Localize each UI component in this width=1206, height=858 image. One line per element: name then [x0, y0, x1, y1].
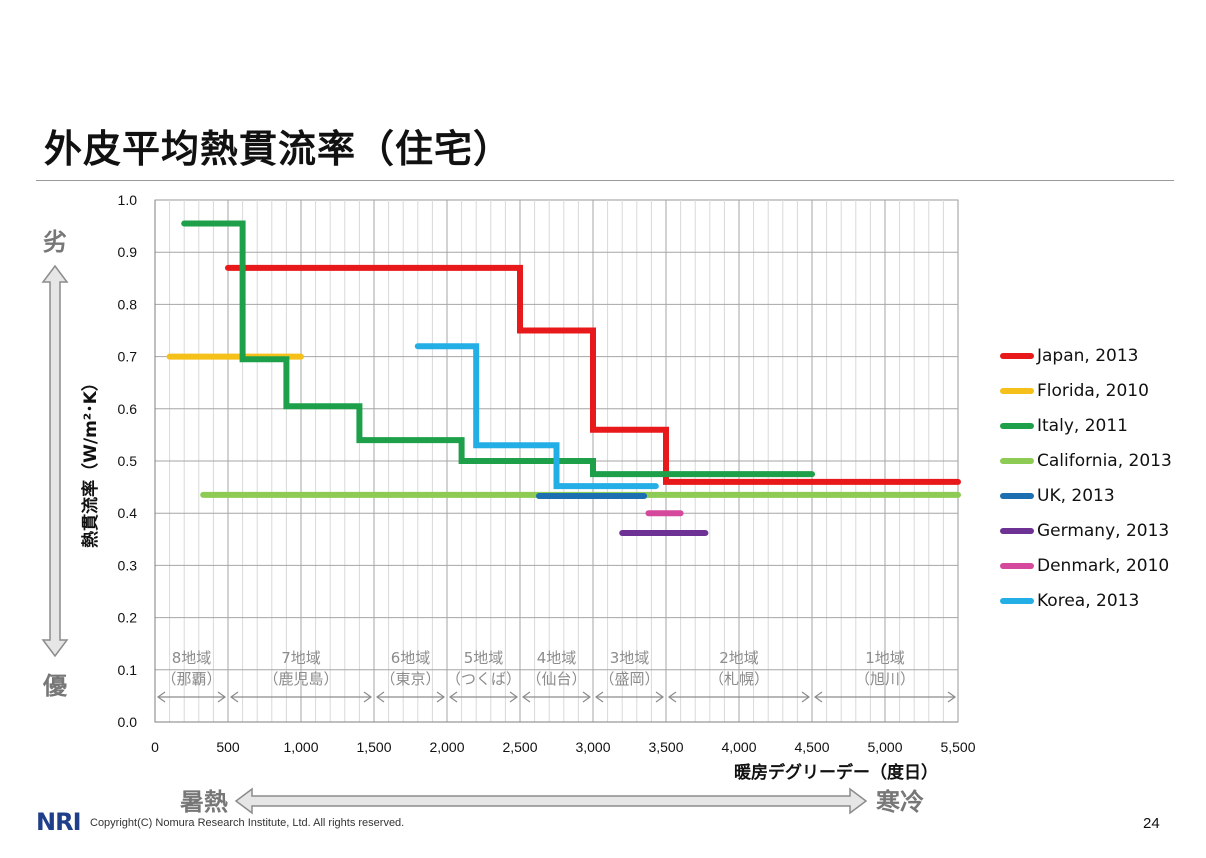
zone-city-label: （盛岡） [599, 670, 659, 688]
legend-label: Japan, 2013 [1037, 345, 1139, 366]
zone-arrow-right [363, 691, 373, 703]
zone-arrow-left [667, 691, 677, 703]
zone-arrow-right [801, 691, 811, 703]
x-tick-label: 1,000 [283, 739, 318, 755]
zone-arrow-right [436, 691, 446, 703]
legend-swatch [1000, 562, 1034, 569]
y-axis-title: 熱貫流率（W/m²･K） [80, 374, 101, 548]
zone-label: 8地域 [172, 649, 212, 667]
zone-arrow-right [217, 691, 227, 703]
zone-label: 5地域 [464, 649, 504, 667]
zone-city-label: （旭川） [855, 670, 915, 688]
label-hot: 暑熱 [180, 788, 228, 816]
nri-logo: NRI [36, 808, 81, 836]
zone-label: 6地域 [391, 649, 431, 667]
zone-arrow-right [947, 691, 957, 703]
y-tick-label: 0.7 [118, 349, 138, 365]
zone-city-label: （東京） [380, 670, 440, 688]
legend-item: California, 2013 [1000, 443, 1172, 478]
legend-item: Japan, 2013 [1000, 338, 1172, 373]
zone-city-label: （札幌） [709, 670, 769, 688]
page-number: 24 [1143, 815, 1160, 832]
legend-item: Florida, 2010 [1000, 373, 1172, 408]
y-tick-label: 0.4 [118, 505, 138, 521]
zone-arrow-left [521, 691, 531, 703]
legend-label: Denmark, 2010 [1037, 555, 1170, 576]
label-cold: 寒冷 [876, 788, 924, 816]
zone-label: 3地域 [610, 649, 650, 667]
title-divider [36, 180, 1174, 181]
zone-city-label: （鹿児島） [263, 670, 338, 688]
x-tick-label: 4,000 [721, 739, 756, 755]
zone-arrow-left [375, 691, 385, 703]
legend-swatch [1000, 527, 1034, 534]
legend-swatch [1000, 457, 1034, 464]
x-tick-label: 2,500 [502, 739, 537, 755]
zone-label: 4地域 [537, 649, 577, 667]
legend-label: Italy, 2011 [1037, 415, 1128, 436]
legend-swatch [1000, 387, 1034, 394]
x-axis-title: 暖房デグリーデー（度日） [734, 762, 938, 783]
legend-swatch [1000, 422, 1034, 429]
series-line [181, 220, 815, 478]
y-tick-label: 0.6 [118, 401, 138, 417]
zone-label: 2地域 [719, 649, 759, 667]
x-tick-label: 5,000 [867, 739, 902, 755]
legend-item: Germany, 2013 [1000, 513, 1172, 548]
label-worse: 劣 [43, 228, 67, 256]
page-title: 外皮平均熱貫流率（住宅） [44, 127, 513, 171]
zone-city-label: （つくば） [446, 670, 521, 688]
x-tick-label: 500 [216, 739, 240, 755]
zone-arrow-left [448, 691, 458, 703]
legend-swatch [1000, 597, 1034, 604]
x-tick-label: 4,500 [794, 739, 829, 755]
horizontal-double-arrow [234, 787, 868, 815]
y-tick-label: 0.3 [118, 557, 138, 573]
zone-arrow-right [655, 691, 665, 703]
y-tick-label: 1.0 [118, 192, 138, 208]
zone-label: 1地域 [865, 649, 905, 667]
x-tick-label: 3,000 [575, 739, 610, 755]
y-tick-label: 0.1 [118, 662, 138, 678]
legend-label: Germany, 2013 [1037, 520, 1170, 541]
legend-item: Italy, 2011 [1000, 408, 1172, 443]
x-tick-label: 3,500 [648, 739, 683, 755]
zone-arrow-left [813, 691, 823, 703]
label-better: 優 [42, 672, 68, 700]
copyright-text: Copyright(C) Nomura Research Institute, … [90, 817, 405, 829]
x-tick-label: 0 [151, 739, 159, 755]
x-tick-label: 5,500 [940, 739, 975, 755]
zone-city-label: （仙台） [526, 670, 586, 688]
zone-label: 7地域 [281, 649, 321, 667]
series-line [414, 343, 659, 490]
legend-item: Denmark, 2010 [1000, 548, 1172, 583]
chart-legend: Japan, 2013 Florida, 2010 Italy, 2011 Calif… [1000, 338, 1172, 618]
legend-swatch [1000, 352, 1034, 359]
legend-label: Korea, 2013 [1037, 590, 1140, 611]
y-tick-label: 0.9 [118, 244, 138, 260]
zone-arrow-right [509, 691, 519, 703]
legend-label: California, 2013 [1037, 450, 1172, 471]
x-tick-label: 2,000 [429, 739, 464, 755]
y-tick-label: 0.0 [118, 714, 138, 730]
legend-label: Florida, 2010 [1037, 380, 1149, 401]
legend-item: UK, 2013 [1000, 478, 1172, 513]
zone-arrow-left [594, 691, 604, 703]
x-tick-label: 1,500 [356, 739, 391, 755]
y-tick-label: 0.5 [118, 453, 138, 469]
zone-city-label: （那覇） [161, 670, 221, 688]
zone-arrow-left [156, 691, 166, 703]
zone-arrow-right [582, 691, 592, 703]
y-tick-label: 0.2 [118, 610, 138, 626]
vertical-double-arrow [41, 264, 69, 658]
legend-swatch [1000, 492, 1034, 499]
legend-item: Korea, 2013 [1000, 583, 1172, 618]
legend-label: UK, 2013 [1037, 485, 1115, 506]
zone-arrow-left [229, 691, 239, 703]
y-tick-label: 0.8 [118, 296, 138, 312]
